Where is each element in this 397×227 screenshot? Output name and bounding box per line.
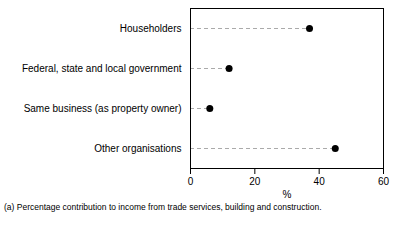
svg-text:Other organisations: Other organisations xyxy=(94,143,181,154)
svg-text:Householders: Householders xyxy=(120,23,182,34)
svg-text:0: 0 xyxy=(188,176,194,187)
svg-text:Same business (as property own: Same business (as property owner) xyxy=(24,103,182,114)
svg-text:%: % xyxy=(283,189,292,200)
svg-text:20: 20 xyxy=(249,176,261,187)
html-text:(a) Percentage contribution to: (a) Percentage contribution to income fr… xyxy=(4,202,322,212)
svg-text:Federal, state and local gover: Federal, state and local government xyxy=(22,63,182,74)
svg-text:60: 60 xyxy=(378,176,390,187)
svg-text:40: 40 xyxy=(314,176,326,187)
